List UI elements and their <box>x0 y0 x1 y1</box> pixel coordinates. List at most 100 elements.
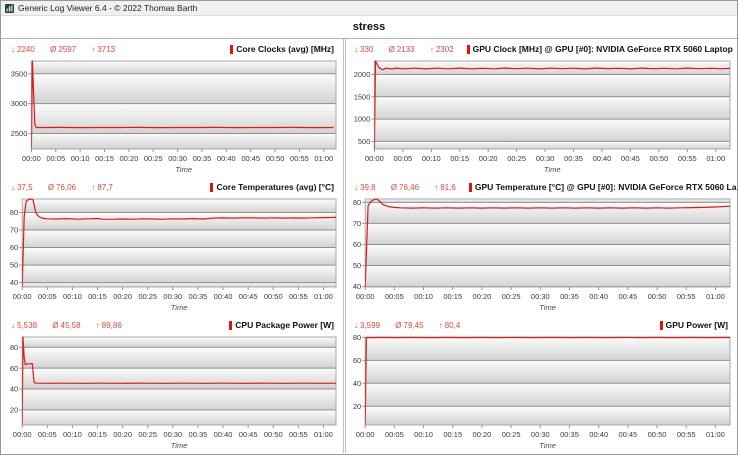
svg-text:01:00: 01:00 <box>314 154 333 163</box>
svg-text:00:40: 00:40 <box>589 430 608 439</box>
svg-text:00:35: 00:35 <box>560 292 579 301</box>
chart-title-text: CPU Package Power [W] <box>235 320 334 330</box>
chart-header: ↓ 39,8 Ø 76,46 ↑ 81,6 GPU Temperature [°C] … <box>348 178 737 194</box>
svg-text:00:35: 00:35 <box>560 430 579 439</box>
svg-text:00:40: 00:40 <box>593 154 612 163</box>
chart-header: ↓ 5,538 Ø 45,58 ↑ 89,86 CPU Package Power [… <box>5 316 341 332</box>
gpu-power-plot[interactable]: 20 40 60 80 00:00 00:05 00:10 00:15 00:20 00:25 00… <box>348 332 735 452</box>
svg-text:01:00: 01:00 <box>314 292 333 301</box>
svg-text:01:00: 01:00 <box>706 154 725 163</box>
svg-text:Time: Time <box>171 441 188 450</box>
core-temps-plot[interactable]: 40 50 60 70 80 00:00 00:05 00:10 00:15 00:20 00:25… <box>5 194 341 314</box>
svg-text:40: 40 <box>353 282 361 291</box>
chart-panel-gpu-temp: ↓ 39,8 Ø 76,46 ↑ 81,6 GPU Temperature [°C] … <box>346 177 737 315</box>
svg-text:00:05: 00:05 <box>385 292 404 301</box>
svg-text:60: 60 <box>10 243 18 252</box>
chart-title-text: GPU Power [W] <box>665 320 728 330</box>
chart-title-text: Core Clocks (avg) [MHz] <box>236 44 334 54</box>
svg-text:00:15: 00:15 <box>443 292 462 301</box>
svg-text:00:50: 00:50 <box>264 292 283 301</box>
log-title-row: stress <box>1 16 737 38</box>
chart-title-text: Core Temperatures (avg) [°C] <box>216 182 334 192</box>
svg-text:20: 20 <box>10 406 18 415</box>
svg-text:1500: 1500 <box>354 92 371 101</box>
chart-title: CPU Package Power [W] <box>229 320 334 330</box>
svg-text:00:50: 00:50 <box>649 154 668 163</box>
svg-text:Time: Time <box>539 441 556 450</box>
series-color-swatch <box>210 182 214 192</box>
svg-text:00:20: 00:20 <box>119 154 138 163</box>
cpu-package-power-plot[interactable]: 20 40 60 80 00:00 00:05 00:10 00:15 00:20 00:25 00… <box>5 332 341 452</box>
stat-avg-value: 76,06 <box>56 182 77 192</box>
svg-text:00:45: 00:45 <box>621 154 640 163</box>
avg-symbol-icon: Ø <box>395 320 402 330</box>
svg-text:00:50: 00:50 <box>648 430 667 439</box>
panel-splitter[interactable] <box>343 39 346 453</box>
svg-text:3500: 3500 <box>11 69 28 78</box>
svg-text:00:10: 00:10 <box>63 430 82 439</box>
svg-text:00:00: 00:00 <box>365 154 384 163</box>
svg-text:50: 50 <box>353 261 361 270</box>
gpu-clock-plot[interactable]: 500 1000 1500 2000 00:00 00:05 00:10 00:15 00:20… <box>348 56 735 176</box>
svg-text:00:45: 00:45 <box>618 430 637 439</box>
chart-title-text: GPU Temperature [°C] @ GPU [#0]: NVIDIA … <box>474 182 737 192</box>
svg-text:00:55: 00:55 <box>677 430 696 439</box>
avg-symbol-icon: Ø <box>388 44 395 54</box>
stat-min-value: 2240 <box>17 44 35 54</box>
series-color-swatch <box>230 44 234 54</box>
chart-stats: ↓ 37,5 Ø 76,06 ↑ 87,7 <box>11 183 126 192</box>
core-clocks-plot[interactable]: 2500 3000 3500 00:00 00:05 00:10 00:15 00:20 00:… <box>5 56 341 176</box>
svg-text:60: 60 <box>353 356 361 365</box>
svg-text:70: 70 <box>10 226 18 235</box>
min-arrow-icon: ↓ <box>354 182 358 192</box>
svg-text:00:05: 00:05 <box>393 154 412 163</box>
svg-text:00:10: 00:10 <box>71 154 90 163</box>
svg-text:00:10: 00:10 <box>422 154 441 163</box>
series-color-swatch <box>229 320 233 330</box>
svg-text:Time: Time <box>544 165 561 174</box>
stat-max-value: 2302 <box>435 44 454 54</box>
svg-text:00:50: 00:50 <box>648 292 667 301</box>
title-bar: Generic Log Viewer 6.4 - © 2022 Thomas B… <box>1 1 737 16</box>
window-title: Generic Log Viewer 6.4 - © 2022 Thomas B… <box>18 3 198 13</box>
svg-text:60: 60 <box>353 240 361 249</box>
avg-symbol-icon: Ø <box>47 182 55 192</box>
max-arrow-icon: ↑ <box>434 182 439 192</box>
chart-stats: ↓ 3,599 Ø 79,45 ↑ 80,4 <box>354 321 473 330</box>
stat-max-value: 89,86 <box>101 320 122 330</box>
app-icon <box>5 3 14 13</box>
stat-min-value: 37,5 <box>17 182 33 192</box>
svg-text:00:15: 00:15 <box>443 430 462 439</box>
svg-text:00:25: 00:25 <box>138 430 157 439</box>
svg-text:00:25: 00:25 <box>507 154 526 163</box>
stat-avg-value: 76,46 <box>399 182 420 192</box>
max-arrow-icon: ↑ <box>91 44 96 54</box>
svg-text:50: 50 <box>10 261 18 270</box>
svg-text:Time: Time <box>175 165 192 174</box>
svg-text:00:00: 00:00 <box>13 292 32 301</box>
chart-panel-gpu-power: ↓ 3,599 Ø 79,45 ↑ 80,4 GPU Power [W] 20 40 60… <box>346 315 737 453</box>
svg-text:01:00: 01:00 <box>706 292 725 301</box>
svg-text:00:55: 00:55 <box>290 154 309 163</box>
min-arrow-icon: ↓ <box>11 44 15 54</box>
chart-title: Core Temperatures (avg) [°C] <box>210 182 334 192</box>
min-arrow-icon: ↓ <box>11 182 15 192</box>
chart-panel-cpu-power: ↓ 5,538 Ø 45,58 ↑ 89,86 CPU Package Power [… <box>1 315 343 453</box>
svg-text:00:25: 00:25 <box>138 292 157 301</box>
chart-title-text: GPU Clock [MHz] @ GPU [#0]: NVIDIA GeFor… <box>472 44 733 54</box>
svg-text:00:45: 00:45 <box>618 292 637 301</box>
svg-text:1000: 1000 <box>354 115 371 124</box>
stat-min-value: 5,538 <box>17 320 38 330</box>
svg-text:00:55: 00:55 <box>289 430 308 439</box>
svg-text:40: 40 <box>10 278 18 287</box>
gpu-temp-plot[interactable]: 40 50 60 70 80 00:00 00:05 00:10 00:15 00:20 00:25… <box>348 194 735 314</box>
stat-max-value: 87,7 <box>97 182 113 192</box>
chart-stats: ↓ 2240 Ø 2597 ↑ 3713 <box>11 45 128 54</box>
svg-text:00:35: 00:35 <box>564 154 583 163</box>
svg-text:00:20: 00:20 <box>479 154 498 163</box>
svg-text:00:10: 00:10 <box>414 292 433 301</box>
svg-text:00:20: 00:20 <box>473 292 492 301</box>
chart-header: ↓ 330 Ø 2133 ↑ 2302 GPU Clock [MHz] @ GPU [… <box>348 40 735 56</box>
svg-text:00:05: 00:05 <box>46 154 65 163</box>
